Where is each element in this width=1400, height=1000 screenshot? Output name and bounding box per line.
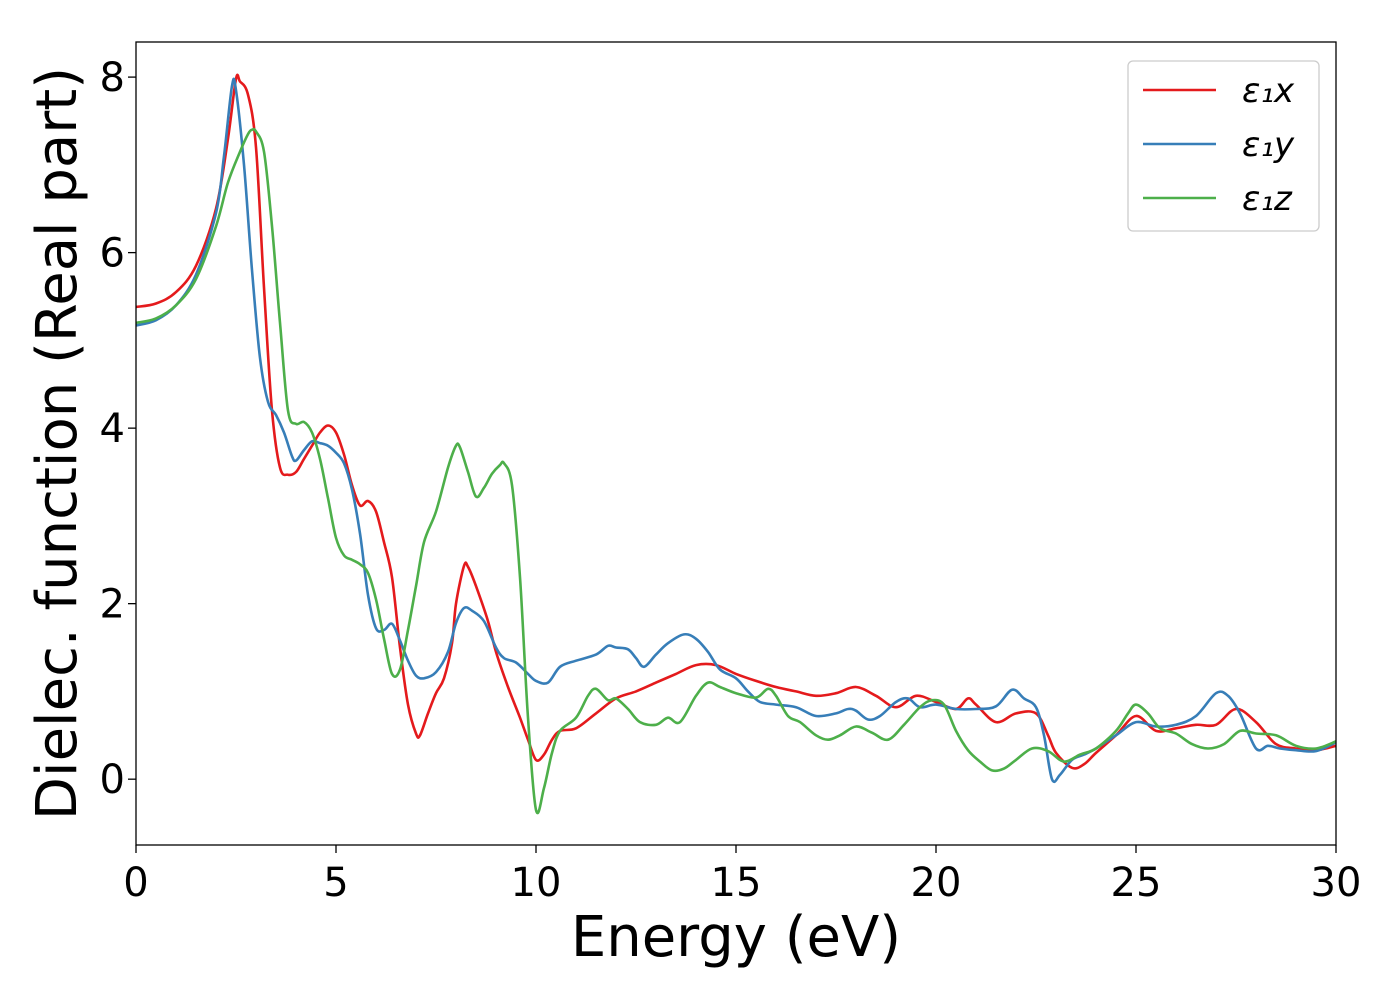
series-lines-layer: [135, 73, 1337, 815]
legend: ε₁x ε₁y ε₁z: [1127, 60, 1320, 232]
axis-ticks-layer: 0 5 10 15 20 25 30 0 2 4 6 8: [100, 55, 1362, 906]
x-tick-label: 20: [911, 860, 962, 906]
y-tick-label: 2: [100, 582, 125, 628]
series-line-1: [135, 73, 1337, 770]
y-tick-label: 0: [100, 757, 125, 803]
legend-label-3: ε₁z: [1242, 179, 1293, 219]
x-tick-label: 30: [1311, 860, 1362, 906]
x-tick-label: 25: [1111, 860, 1162, 906]
y-axis-title: Dielec. function (Real part): [25, 67, 90, 820]
x-tick-label: 10: [511, 860, 562, 906]
y-tick-label: 8: [100, 55, 125, 101]
series-line-2: [135, 77, 1337, 784]
x-tick-label: 5: [323, 860, 348, 906]
y-tick-label: 4: [100, 406, 125, 452]
legend-label-2: ε₁y: [1242, 125, 1295, 165]
x-axis-title: Energy (eV): [571, 905, 901, 970]
y-tick-label: 6: [100, 231, 125, 277]
x-tick-label: 15: [711, 860, 762, 906]
legend-box: [1127, 60, 1320, 232]
series-line-3: [135, 127, 1337, 815]
x-tick-label: 0: [123, 860, 148, 906]
legend-label-1: ε₁x: [1242, 71, 1295, 111]
